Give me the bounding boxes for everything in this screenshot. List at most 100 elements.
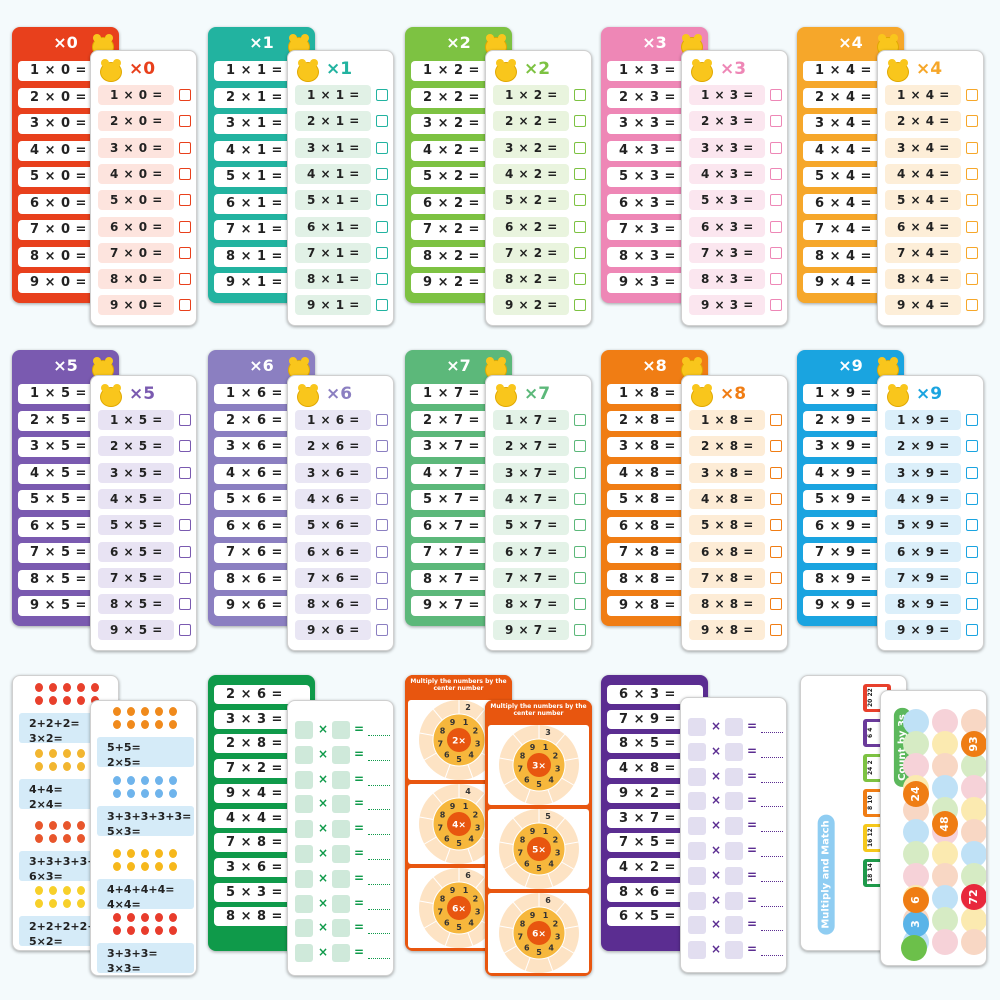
answer-checkbox[interactable] bbox=[376, 414, 388, 426]
answer-checkbox[interactable] bbox=[770, 624, 782, 637]
answer-line[interactable] bbox=[368, 958, 390, 960]
factor-input[interactable] bbox=[725, 842, 743, 860]
answer-line[interactable] bbox=[368, 883, 390, 885]
answer-line[interactable] bbox=[368, 834, 390, 836]
answer-checkbox[interactable] bbox=[179, 220, 191, 233]
answer-checkbox[interactable] bbox=[770, 115, 782, 128]
answer-checkbox[interactable] bbox=[179, 571, 191, 584]
answer-checkbox[interactable] bbox=[574, 299, 586, 312]
answer-checkbox[interactable] bbox=[574, 545, 586, 558]
answer-checkbox[interactable] bbox=[966, 519, 978, 532]
answer-checkbox[interactable] bbox=[966, 624, 978, 637]
answer-checkbox[interactable] bbox=[966, 466, 978, 479]
answer-checkbox[interactable] bbox=[770, 167, 782, 180]
answer-checkbox[interactable] bbox=[376, 194, 388, 207]
factor-input[interactable] bbox=[295, 919, 313, 938]
wheel-card[interactable]: Multiply the numbers by the center numbe… bbox=[485, 700, 592, 976]
answer-checkbox[interactable] bbox=[179, 545, 191, 558]
answer-checkbox[interactable] bbox=[574, 89, 586, 101]
factor-input[interactable] bbox=[688, 916, 706, 935]
factor-input[interactable] bbox=[688, 891, 706, 910]
answer-checkbox[interactable] bbox=[574, 246, 586, 259]
answer-checkbox[interactable] bbox=[574, 598, 586, 611]
factor-input[interactable] bbox=[688, 767, 706, 786]
answer-checkbox[interactable] bbox=[966, 571, 978, 584]
answer-checkbox[interactable] bbox=[966, 414, 978, 426]
answer-line[interactable] bbox=[761, 880, 783, 882]
answer-line[interactable] bbox=[761, 955, 783, 957]
factor-input[interactable] bbox=[725, 941, 743, 960]
answer-checkbox[interactable] bbox=[376, 624, 388, 637]
factor-input[interactable] bbox=[295, 869, 313, 888]
answer-checkbox[interactable] bbox=[574, 571, 586, 584]
factor-input[interactable] bbox=[688, 792, 706, 811]
times-table-front-card[interactable]: ×0 1 × 0 = 2 × 0 = 3 × 0 = 4 × 0 = 5 × 0 … bbox=[90, 50, 197, 326]
answer-checkbox[interactable] bbox=[179, 624, 191, 637]
factor-input[interactable] bbox=[295, 795, 313, 814]
answer-checkbox[interactable] bbox=[376, 141, 388, 154]
answer-checkbox[interactable] bbox=[770, 141, 782, 154]
answer-checkbox[interactable] bbox=[966, 299, 978, 312]
answer-checkbox[interactable] bbox=[574, 273, 586, 286]
times-table-front-card[interactable]: ×2 1 × 2 = 2 × 2 = 3 × 2 = 4 × 2 = 5 × 2 … bbox=[485, 50, 592, 326]
answer-checkbox[interactable] bbox=[376, 545, 388, 558]
factor-input[interactable] bbox=[332, 721, 350, 739]
answer-checkbox[interactable] bbox=[179, 167, 191, 180]
answer-checkbox[interactable] bbox=[770, 598, 782, 611]
factor-input[interactable] bbox=[725, 792, 743, 811]
times-table-front-card[interactable]: ×4 1 × 4 = 2 × 4 = 3 × 4 = 4 × 4 = 5 × 4 … bbox=[877, 50, 984, 326]
answer-checkbox[interactable] bbox=[376, 466, 388, 479]
answer-checkbox[interactable] bbox=[770, 194, 782, 207]
answer-checkbox[interactable] bbox=[574, 141, 586, 154]
answer-checkbox[interactable] bbox=[574, 194, 586, 207]
factor-input[interactable] bbox=[725, 718, 743, 736]
answer-checkbox[interactable] bbox=[574, 440, 586, 453]
factor-input[interactable] bbox=[725, 767, 743, 786]
answer-checkbox[interactable] bbox=[179, 246, 191, 259]
answer-checkbox[interactable] bbox=[770, 89, 782, 101]
factor-input[interactable] bbox=[295, 944, 313, 963]
answer-checkbox[interactable] bbox=[966, 273, 978, 286]
repeated-addition-card[interactable]: 5+5= 2×5= 3+3+3+3+3= 5×3= 4+4+4+4= 4×4= 3+3+3=… bbox=[90, 700, 197, 976]
answer-checkbox[interactable] bbox=[179, 89, 191, 101]
factor-input[interactable] bbox=[295, 745, 313, 764]
answer-line[interactable] bbox=[761, 930, 783, 932]
factor-input[interactable] bbox=[332, 869, 350, 888]
answer-checkbox[interactable] bbox=[376, 89, 388, 101]
factor-input[interactable] bbox=[725, 742, 743, 761]
answer-line[interactable] bbox=[368, 859, 390, 860]
answer-checkbox[interactable] bbox=[376, 273, 388, 286]
answer-line[interactable] bbox=[368, 908, 390, 910]
times-table-front-card[interactable]: ×6 1 × 6 = 2 × 6 = 3 × 6 = 4 × 6 = 5 × 6 … bbox=[287, 375, 394, 651]
times-table-front-card[interactable]: ×5 1 × 5 = 2 × 5 = 3 × 5 = 4 × 5 = 5 × 5 … bbox=[90, 375, 197, 651]
answer-checkbox[interactable] bbox=[376, 492, 388, 505]
factor-input[interactable] bbox=[725, 916, 743, 935]
answer-checkbox[interactable] bbox=[770, 571, 782, 584]
times-table-back-card[interactable]: ×2 1 × 2 = 2 × 2 = 3 × 2 = 4 × 2 = 5 × 2 = 6 … bbox=[405, 27, 512, 303]
answer-checkbox[interactable] bbox=[179, 466, 191, 479]
answer-checkbox[interactable] bbox=[376, 571, 388, 584]
answer-checkbox[interactable] bbox=[966, 492, 978, 505]
answer-line[interactable] bbox=[761, 756, 783, 758]
answer-checkbox[interactable] bbox=[376, 598, 388, 611]
answer-checkbox[interactable] bbox=[179, 273, 191, 286]
factor-input[interactable] bbox=[332, 919, 350, 938]
answer-checkbox[interactable] bbox=[179, 115, 191, 128]
answer-checkbox[interactable] bbox=[376, 115, 388, 128]
factor-input[interactable] bbox=[332, 820, 350, 839]
answer-checkbox[interactable] bbox=[770, 273, 782, 286]
answer-line[interactable] bbox=[368, 759, 390, 761]
answer-checkbox[interactable] bbox=[574, 624, 586, 637]
answer-checkbox[interactable] bbox=[179, 519, 191, 532]
answer-line[interactable] bbox=[761, 856, 783, 857]
answer-checkbox[interactable] bbox=[770, 492, 782, 505]
answer-line[interactable] bbox=[368, 784, 390, 786]
factor-input[interactable] bbox=[332, 745, 350, 764]
factor-input[interactable] bbox=[295, 770, 313, 789]
answer-checkbox[interactable] bbox=[376, 440, 388, 453]
factor-input[interactable] bbox=[688, 742, 706, 761]
answer-checkbox[interactable] bbox=[574, 115, 586, 128]
factor-input[interactable] bbox=[725, 891, 743, 910]
answer-checkbox[interactable] bbox=[376, 519, 388, 532]
answer-checkbox[interactable] bbox=[376, 299, 388, 312]
